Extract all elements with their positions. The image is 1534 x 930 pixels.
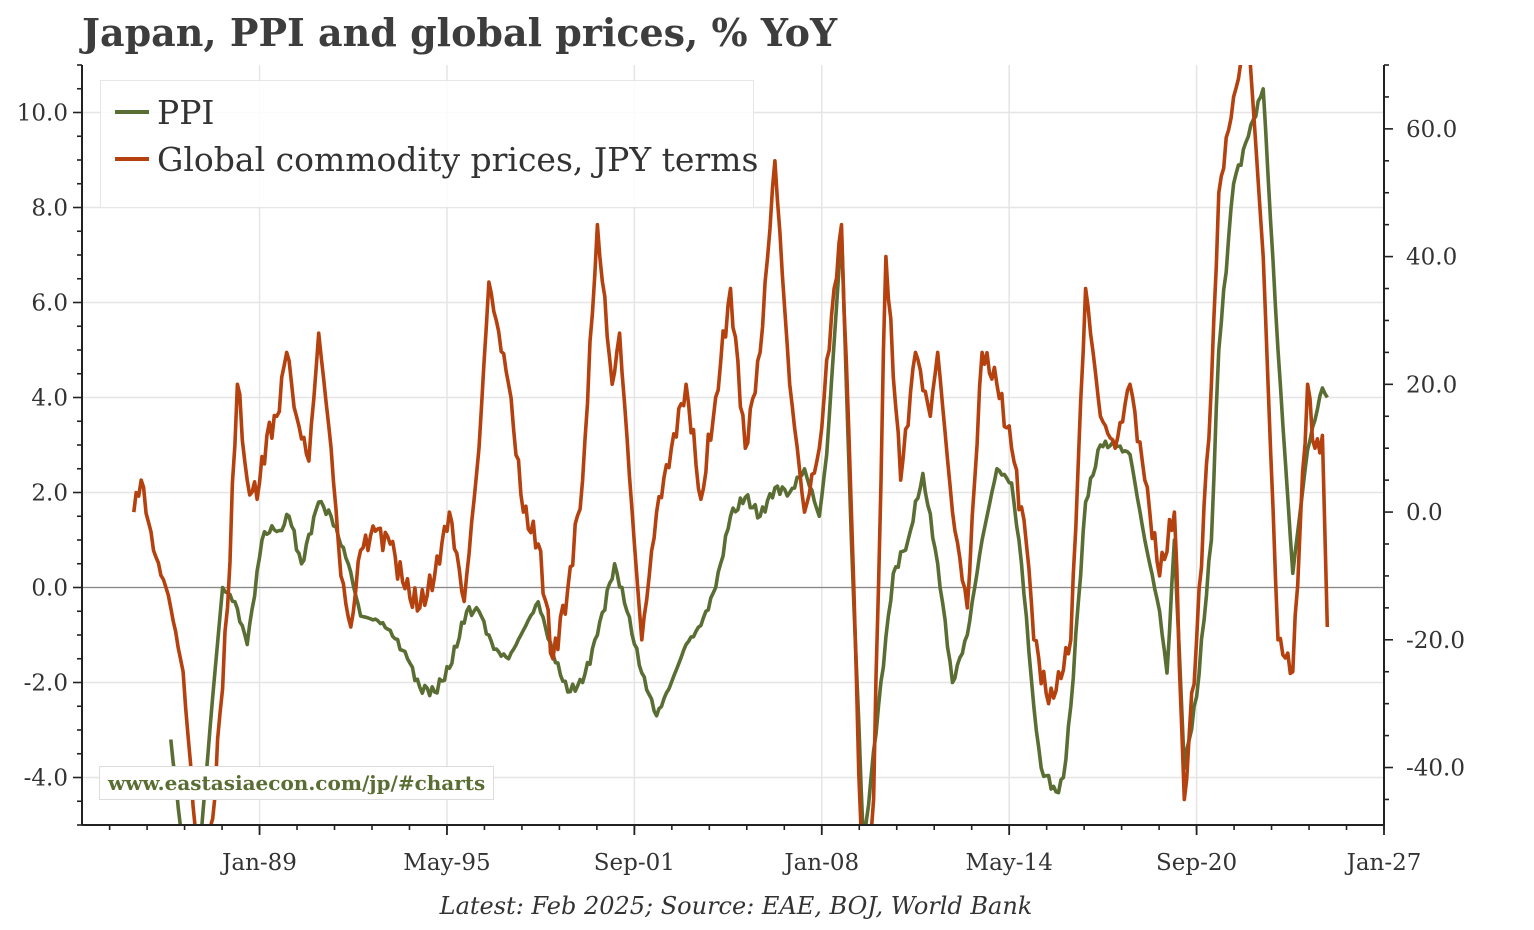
left-axis-tick-label: 0.0	[31, 576, 68, 602]
right-axis-tick-label: 20.0	[1406, 372, 1457, 398]
left-axis-tick-label: 8.0	[31, 196, 68, 222]
legend-swatch-global-commodity-prices	[115, 157, 149, 161]
series-line-global-commodity-prices	[132, 65, 1330, 825]
right-axis-tick-label: -40.0	[1406, 756, 1465, 782]
left-axis-tick-label: 2.0	[31, 481, 68, 507]
source-note: Latest: Feb 2025; Source: EAE, BOJ, Worl…	[439, 892, 1033, 920]
left-axis-tick-label: -4.0	[24, 766, 68, 792]
x-axis-tick-label: Jan-27	[1345, 850, 1422, 876]
series-layer	[132, 65, 1330, 825]
right-axis-tick-label: -20.0	[1406, 628, 1465, 654]
right-axis-tick-label: 60.0	[1406, 117, 1457, 143]
right-axis-tick-label: 40.0	[1406, 245, 1457, 271]
axes	[73, 64, 1393, 835]
legend-swatch-ppi	[115, 110, 149, 114]
x-axis-tick-label: May-14	[966, 850, 1053, 876]
legend-item-ppi: PPI	[115, 92, 214, 132]
x-axis-tick-label: Sep-20	[1156, 850, 1237, 876]
x-axis-tick-label: Jan-08	[782, 850, 859, 876]
legend-label-ppi: PPI	[157, 92, 215, 132]
legend-label-global-commodity-prices: Global commodity prices, JPY terms	[157, 139, 759, 179]
series-line-ppi	[169, 87, 1329, 825]
chart-title: Japan, PPI and global prices, % YoY	[82, 10, 838, 55]
left-axis-tick-label: -2.0	[24, 671, 68, 697]
x-axis-tick-label: Sep-01	[594, 850, 675, 876]
left-axis-tick-label: 10.0	[17, 101, 68, 127]
x-axis-tick-label: May-95	[403, 850, 490, 876]
right-axis-tick-label: 0.0	[1406, 500, 1443, 526]
tick-labels: -4.0 -2.0 0.0 2.0 4.0 6.0 8.0 10.0 -40.0 -20.0 0.0…	[17, 101, 1465, 877]
legend: PPI Global commodity prices, JPY terms	[100, 80, 758, 208]
left-axis-tick-label: 6.0	[31, 291, 68, 317]
x-axis-tick-label: Jan-89	[220, 850, 297, 876]
left-axis-tick-label: 4.0	[31, 386, 68, 412]
legend-item-global-commodity-prices: Global commodity prices, JPY terms	[115, 139, 758, 179]
watermark-link[interactable]: www.eastasiaecon.com/jp/#charts	[99, 766, 495, 800]
